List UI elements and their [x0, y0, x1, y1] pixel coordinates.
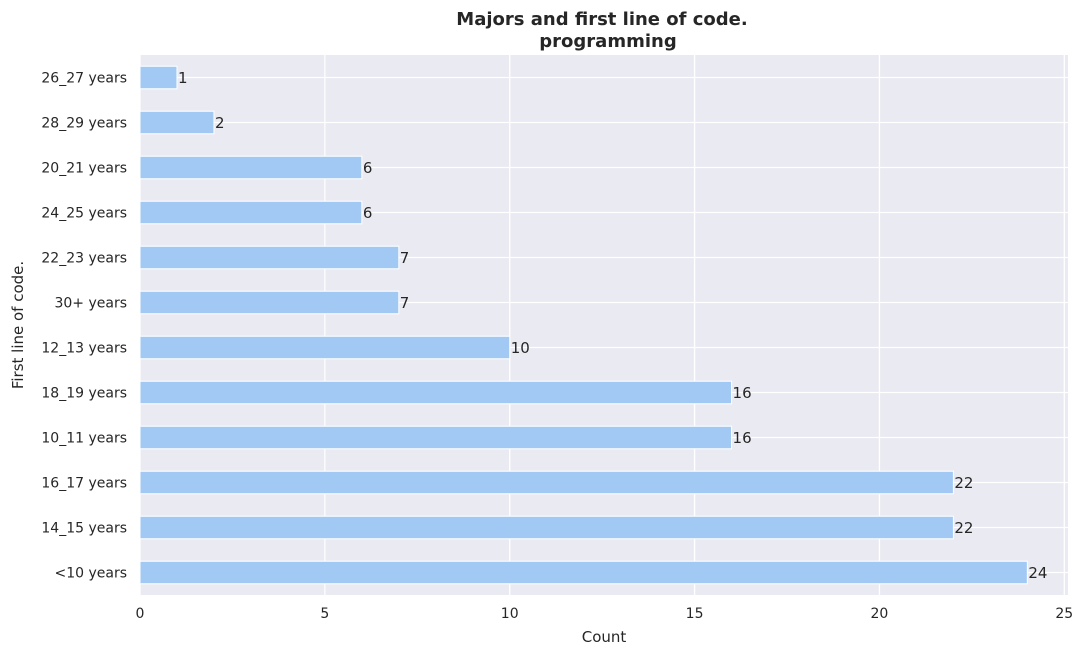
x-tick-label: 0 [136, 606, 145, 622]
x-tick-label: 15 [686, 606, 704, 622]
bar [139, 470, 954, 495]
plot-area [140, 55, 1068, 595]
bar [139, 200, 363, 225]
bar [139, 290, 400, 315]
bar [139, 65, 178, 90]
bar-value-label: 6 [363, 159, 373, 177]
y-axis-label: First line of code. [9, 261, 27, 389]
bar-value-label: 16 [733, 384, 752, 402]
bar-value-label: 7 [400, 249, 410, 267]
bar-value-label: 2 [215, 114, 225, 132]
y-tick-label: 14_15 years [41, 521, 127, 537]
bars [139, 65, 1028, 585]
y-tick-label: 16_17 years [41, 476, 127, 492]
x-tick-label: 20 [871, 606, 889, 622]
bar-value-label: 10 [511, 339, 530, 357]
y-tick-label: 12_13 years [41, 341, 127, 357]
bar [139, 245, 400, 270]
bar-value-label: 6 [363, 204, 373, 222]
chart-title: Majors and first line of code. [456, 9, 747, 30]
x-axis-label: Count [582, 628, 627, 646]
y-tick-label: 20_21 years [41, 161, 127, 177]
bar-value-label: 24 [1028, 564, 1047, 582]
bar-value-label: 1 [178, 69, 188, 87]
y-tick-label: 28_29 years [41, 116, 127, 132]
y-tick-label: 24_25 years [41, 206, 127, 222]
data-labels: 1 2 6 6 7 7 10 16 16 22 22 24 [178, 69, 1047, 582]
y-tick-label: 30+ years [54, 296, 127, 312]
x-tick-label: 25 [1055, 606, 1073, 622]
y-tick-label: 18_19 years [41, 386, 127, 402]
bar [139, 425, 733, 450]
bar [139, 560, 1028, 585]
y-tick-label: 26_27 years [41, 71, 127, 87]
x-tick-label: 5 [320, 606, 329, 622]
y-tick-label: 10_11 years [41, 431, 127, 447]
chart-subtitle: programming [539, 31, 676, 52]
bar [139, 515, 954, 540]
x-tick-label: 10 [501, 606, 519, 622]
x-axis-ticks: 0 5 10 15 20 25 [136, 606, 1074, 622]
bar [139, 110, 215, 135]
y-tick-label: <10 years [54, 566, 127, 582]
y-tick-label: 22_23 years [41, 251, 127, 267]
bar-value-label: 22 [954, 474, 973, 492]
bar-value-label: 16 [733, 429, 752, 447]
bar [139, 380, 733, 405]
bar-value-label: 7 [400, 294, 410, 312]
y-axis-ticks: 26_27 years 28_29 years 20_21 years 24_25 y… [41, 71, 127, 582]
bar-value-label: 22 [954, 519, 973, 537]
bar [139, 155, 363, 180]
bar [139, 335, 511, 360]
